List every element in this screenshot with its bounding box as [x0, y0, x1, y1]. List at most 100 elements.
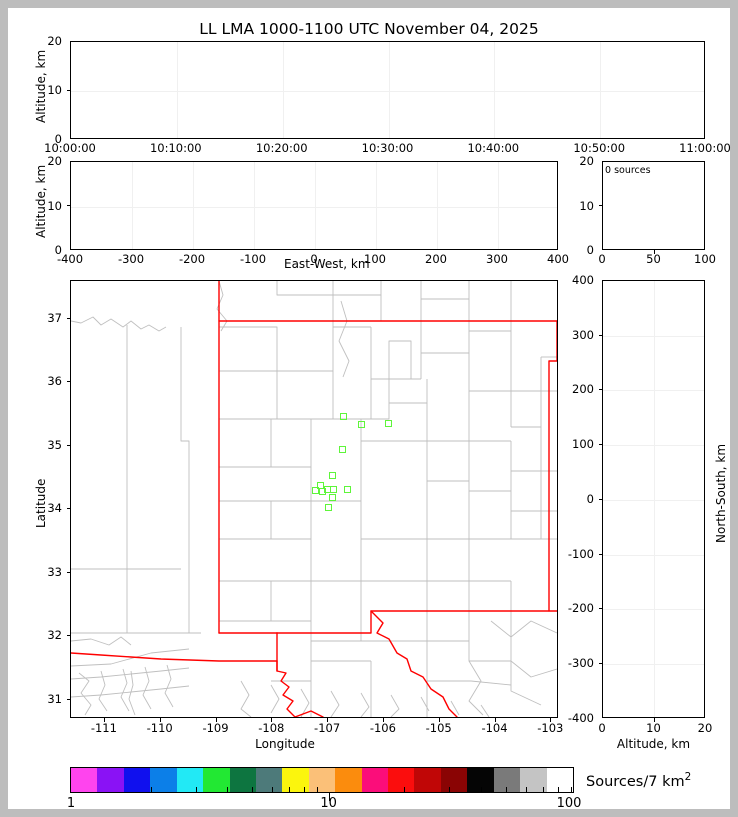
lma-station-marker — [343, 486, 351, 493]
north-south-ylabel: North-South, km — [714, 443, 728, 543]
colorbar-label: Sources/7 km2 — [586, 771, 691, 790]
colorbar-swatch — [255, 768, 283, 792]
plan-view-map-panel[interactable] — [70, 280, 558, 718]
tick-lon-104: -104 — [481, 721, 508, 735]
colorbar-swatch — [229, 768, 256, 792]
tick-ew-x-8: 400 — [547, 252, 569, 266]
tick-time-3: 10:30:00 — [361, 141, 414, 155]
colorbar-swatch — [97, 768, 124, 792]
colorbar-swatch — [123, 768, 151, 792]
tick-ew-x-3: -100 — [239, 252, 267, 266]
tick-ns-neg300: -300 — [567, 655, 594, 670]
lma-station-marker — [339, 446, 347, 453]
tick-lon-110: -110 — [146, 721, 173, 735]
tick-ew-x-7: 300 — [486, 252, 508, 266]
tick-hist-x-0: 0 — [598, 252, 606, 266]
sources-colorbar[interactable] — [70, 767, 574, 793]
tick-ns-alt-20: 20 — [697, 721, 713, 735]
tick-ew-x-2: -200 — [178, 252, 206, 266]
tick-hist-x-50: 50 — [646, 252, 661, 266]
colorbar-swatch — [203, 768, 230, 792]
colorbar-tick-1: 1 — [66, 796, 76, 811]
tick-lon-108: -108 — [258, 721, 285, 735]
lma-station-marker — [318, 488, 326, 496]
tick-time-height-y-0: 0 — [54, 132, 62, 146]
tick-time-1: 10:10:00 — [149, 141, 202, 155]
tick-ns-alt-10: 10 — [646, 721, 661, 735]
tick-lat-31: 31 — [47, 691, 62, 706]
east-west-xlabel: East-West, km — [284, 257, 370, 271]
figure-title: LL LMA 1000-1100 UTC November 04, 2025 — [199, 20, 539, 38]
colorbar-swatch — [388, 768, 415, 792]
tick-hist-y-20: 20 — [579, 154, 594, 168]
colorbar-label-text: Sources/7 km — [586, 773, 685, 790]
tick-time-2: 10:20:00 — [255, 141, 308, 155]
north-south-panel[interactable] — [602, 280, 705, 718]
tick-ns-alt-0: 0 — [598, 721, 606, 735]
tick-ns-0: 0 — [586, 491, 594, 506]
tick-ew-y-0: 0 — [54, 243, 62, 257]
tick-lon-103: -103 — [537, 721, 564, 735]
tick-ns-neg400: -400 — [567, 710, 594, 725]
tick-time-5: 10:50:00 — [573, 141, 626, 155]
colorbar-swatch — [335, 768, 362, 792]
altitude-histogram-panel[interactable]: 0 sources — [602, 161, 705, 250]
tick-lat-37: 37 — [47, 311, 62, 325]
lma-station-marker — [311, 486, 319, 494]
colorbar-tick-10: 10 — [320, 796, 337, 811]
tick-lat-35: 35 — [47, 437, 62, 452]
tick-ns-neg100: -100 — [567, 546, 594, 561]
time-height-panel[interactable] — [70, 41, 705, 139]
colorbar-swatch — [440, 768, 468, 792]
tick-ns-400: 400 — [572, 273, 594, 287]
tick-time-height-y-20: 20 — [47, 34, 62, 48]
colorbar-swatch — [308, 768, 336, 792]
colorbar-swatch — [71, 768, 98, 792]
map-xlabel: Longitude — [255, 737, 315, 751]
tick-ns-200: 200 — [572, 382, 594, 397]
colorbar-label-superscript: 2 — [684, 771, 692, 783]
tick-ns-100: 100 — [572, 437, 594, 452]
tick-hist-y-10: 10 — [579, 198, 594, 213]
colorbar-swatch — [414, 768, 441, 792]
map-ylabel: Latitude — [34, 478, 48, 528]
tick-time-0: 10:00:00 — [44, 141, 96, 155]
tick-ew-y-10: 10 — [47, 198, 62, 213]
tick-time-height-y-10: 10 — [47, 83, 62, 97]
lma-station-marker — [328, 472, 336, 479]
tick-ns-300: 300 — [572, 327, 594, 342]
lma-station-marker — [385, 419, 392, 427]
lma-station-marker — [339, 412, 347, 420]
tick-lon-105: -105 — [425, 721, 452, 735]
colorbar-swatch — [467, 768, 494, 792]
colorbar-tick-100: 100 — [556, 796, 582, 811]
colorbar-swatch — [150, 768, 177, 792]
lma-station-marker — [325, 503, 333, 511]
tick-lat-32: 32 — [47, 628, 62, 643]
tick-lon-106: -106 — [369, 721, 396, 735]
tick-lat-33: 33 — [47, 564, 62, 579]
lma-station-marker — [357, 420, 365, 428]
colorbar-swatch — [493, 768, 521, 792]
tick-ew-x-6: 200 — [425, 252, 447, 266]
east-west-panel[interactable] — [70, 161, 558, 250]
tick-lon-109: -109 — [202, 721, 229, 735]
lma-station-marker — [329, 485, 337, 493]
time-height-ylabel: Altitude, km — [34, 49, 48, 123]
lma-station-marker — [329, 494, 337, 502]
tick-ew-y-20: 20 — [47, 154, 62, 168]
tick-lon-107: -107 — [314, 721, 341, 735]
figure-canvas: LL LMA 1000-1100 UTC November 04, 2025 2… — [8, 8, 731, 811]
tick-ns-neg200: -200 — [567, 601, 594, 616]
map-geography — [71, 281, 557, 717]
tick-ew-x-0: -400 — [56, 252, 84, 266]
colorbar-swatch — [520, 768, 547, 792]
source-count-annotation: 0 sources — [605, 165, 651, 176]
tick-ew-x-4: 0 — [310, 252, 318, 266]
colorbar-swatch — [361, 768, 389, 792]
tick-hist-x-100: 100 — [694, 252, 716, 266]
colorbar-swatch — [176, 768, 204, 792]
east-west-ylabel: Altitude, km — [34, 164, 48, 238]
tick-lat-34: 34 — [47, 501, 62, 516]
tick-hist-y-0: 0 — [586, 243, 594, 257]
